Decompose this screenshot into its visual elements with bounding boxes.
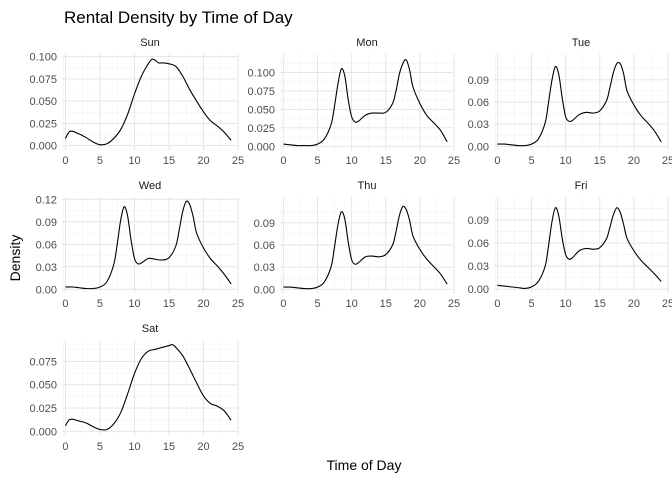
facet-panel-fri: 0 5 10 15 20 25 0.00 0.03 0.06 0.09 Fri [468,180,672,310]
x-tick-label: 25 [662,298,672,310]
x-tick-label: 25 [232,441,244,453]
x-tick-label: 10 [560,155,572,167]
density-curve-fri [497,207,662,289]
y-tick-label: 0.06 [468,97,489,109]
y-tick-label: 0.03 [468,261,489,273]
x-tick-label: 0 [62,441,68,453]
x-tick-label: 15 [380,298,392,310]
x-tick-label: 25 [448,155,460,167]
x-tick-label: 5 [528,155,534,167]
y-tick-label: 0.025 [247,123,275,135]
y-tick-label: 0.000 [247,141,275,153]
x-tick-label: 0 [280,155,286,167]
x-tick-label: 15 [163,441,175,453]
facet-panel-thu: 0 5 10 15 20 25 0.00 0.03 0.06 0.09 Thu [254,180,461,310]
x-tick-label: 10 [560,298,572,310]
x-tick-label: 5 [314,298,320,310]
y-tick-label: 0.100 [29,52,57,64]
y-tick-label: 0.025 [29,118,57,130]
density-curve-sun [64,58,232,146]
density-curve-tue [497,61,662,147]
density-curve-sat [64,344,232,431]
y-tick-label: 0.09 [468,215,489,227]
facet-strip-label: Wed [139,180,161,192]
x-tick-label: 10 [346,298,358,310]
y-tick-label: 0.075 [29,74,57,86]
y-tick-label: 0.025 [29,403,57,415]
x-tick-label: 20 [197,298,209,310]
facet-panel-sat: 0 5 10 15 20 25 0.000 0.025 0.050 0.075 Sat [29,323,244,453]
y-tick-label: 0.100 [247,67,275,79]
x-axis-title: Time of Day [327,457,402,473]
y-tick-label: 0.050 [29,380,57,392]
x-tick-label: 0 [494,298,500,310]
facet-panel-sun: 0 5 10 15 20 25 0.000 0.025 0.050 0.075 0.100 Sun [29,37,244,167]
x-tick-label: 15 [380,155,392,167]
y-tick-label: 0.075 [247,86,275,98]
x-tick-label: 10 [128,441,140,453]
facet-strip-label: Sun [140,37,160,49]
facet-panel-tue: 0 5 10 15 20 25 0.00 0.03 0.06 0.09 Tue [468,37,672,167]
y-tick-label: 0.12 [36,194,57,206]
density-curve-wed [65,200,232,290]
x-tick-label: 15 [163,298,175,310]
y-tick-label: 0.03 [468,119,489,131]
x-tick-label: 5 [97,298,103,310]
x-tick-label: 0 [494,155,500,167]
x-tick-label: 5 [528,298,534,310]
x-tick-label: 15 [163,155,175,167]
x-tick-label: 20 [414,155,426,167]
facet-panel-wed: 0 5 10 15 20 25 0.00 0.03 0.06 0.09 0.12 Wed [36,180,245,310]
x-tick-label: 20 [628,155,640,167]
x-tick-label: 25 [232,155,244,167]
density-curve-thu [283,205,448,290]
x-tick-label: 20 [414,298,426,310]
x-tick-label: 25 [448,298,460,310]
density-curve-mon [283,59,448,147]
facet-strip-label: Mon [356,37,377,49]
x-tick-label: 10 [346,155,358,167]
x-tick-label: 5 [97,155,103,167]
y-tick-label: 0.09 [36,217,57,229]
y-tick-label: 0.00 [36,284,57,296]
y-tick-label: 0.050 [29,96,57,108]
facet-strip-label: Thu [358,180,377,192]
x-tick-label: 25 [662,155,672,167]
y-tick-label: 0.00 [468,284,489,296]
x-tick-label: 0 [280,298,286,310]
facet-panel-mon: 0 5 10 15 20 25 0.000 0.025 0.050 0.075 0.100 Mon [247,37,460,167]
facet-strip-label: Fri [575,180,588,192]
y-tick-label: 0.000 [29,426,57,438]
y-tick-label: 0.03 [36,262,57,274]
y-tick-label: 0.06 [36,239,57,251]
x-tick-label: 5 [314,155,320,167]
x-tick-label: 15 [594,298,606,310]
y-tick-label: 0.000 [29,141,57,153]
y-axis-title: Density [7,235,23,282]
x-tick-label: 0 [62,298,68,310]
x-tick-label: 20 [628,298,640,310]
x-tick-label: 5 [97,441,103,453]
x-tick-label: 25 [232,298,244,310]
facet-strip-label: Sat [142,323,159,335]
y-tick-label: 0.06 [468,238,489,250]
y-tick-label: 0.00 [468,141,489,153]
x-tick-label: 0 [62,155,68,167]
x-tick-label: 10 [128,298,140,310]
y-tick-label: 0.06 [254,240,275,252]
y-tick-label: 0.03 [254,262,275,274]
x-tick-label: 20 [197,155,209,167]
y-tick-label: 0.09 [468,75,489,87]
x-tick-label: 20 [197,441,209,453]
facet-strip-label: Tue [572,37,591,49]
y-tick-label: 0.050 [247,104,275,116]
y-tick-label: 0.075 [29,356,57,368]
x-tick-label: 10 [128,155,140,167]
y-tick-label: 0.09 [254,218,275,230]
x-tick-label: 15 [594,155,606,167]
y-tick-label: 0.00 [254,284,275,296]
chart-title: Rental Density by Time of Day [64,8,293,27]
